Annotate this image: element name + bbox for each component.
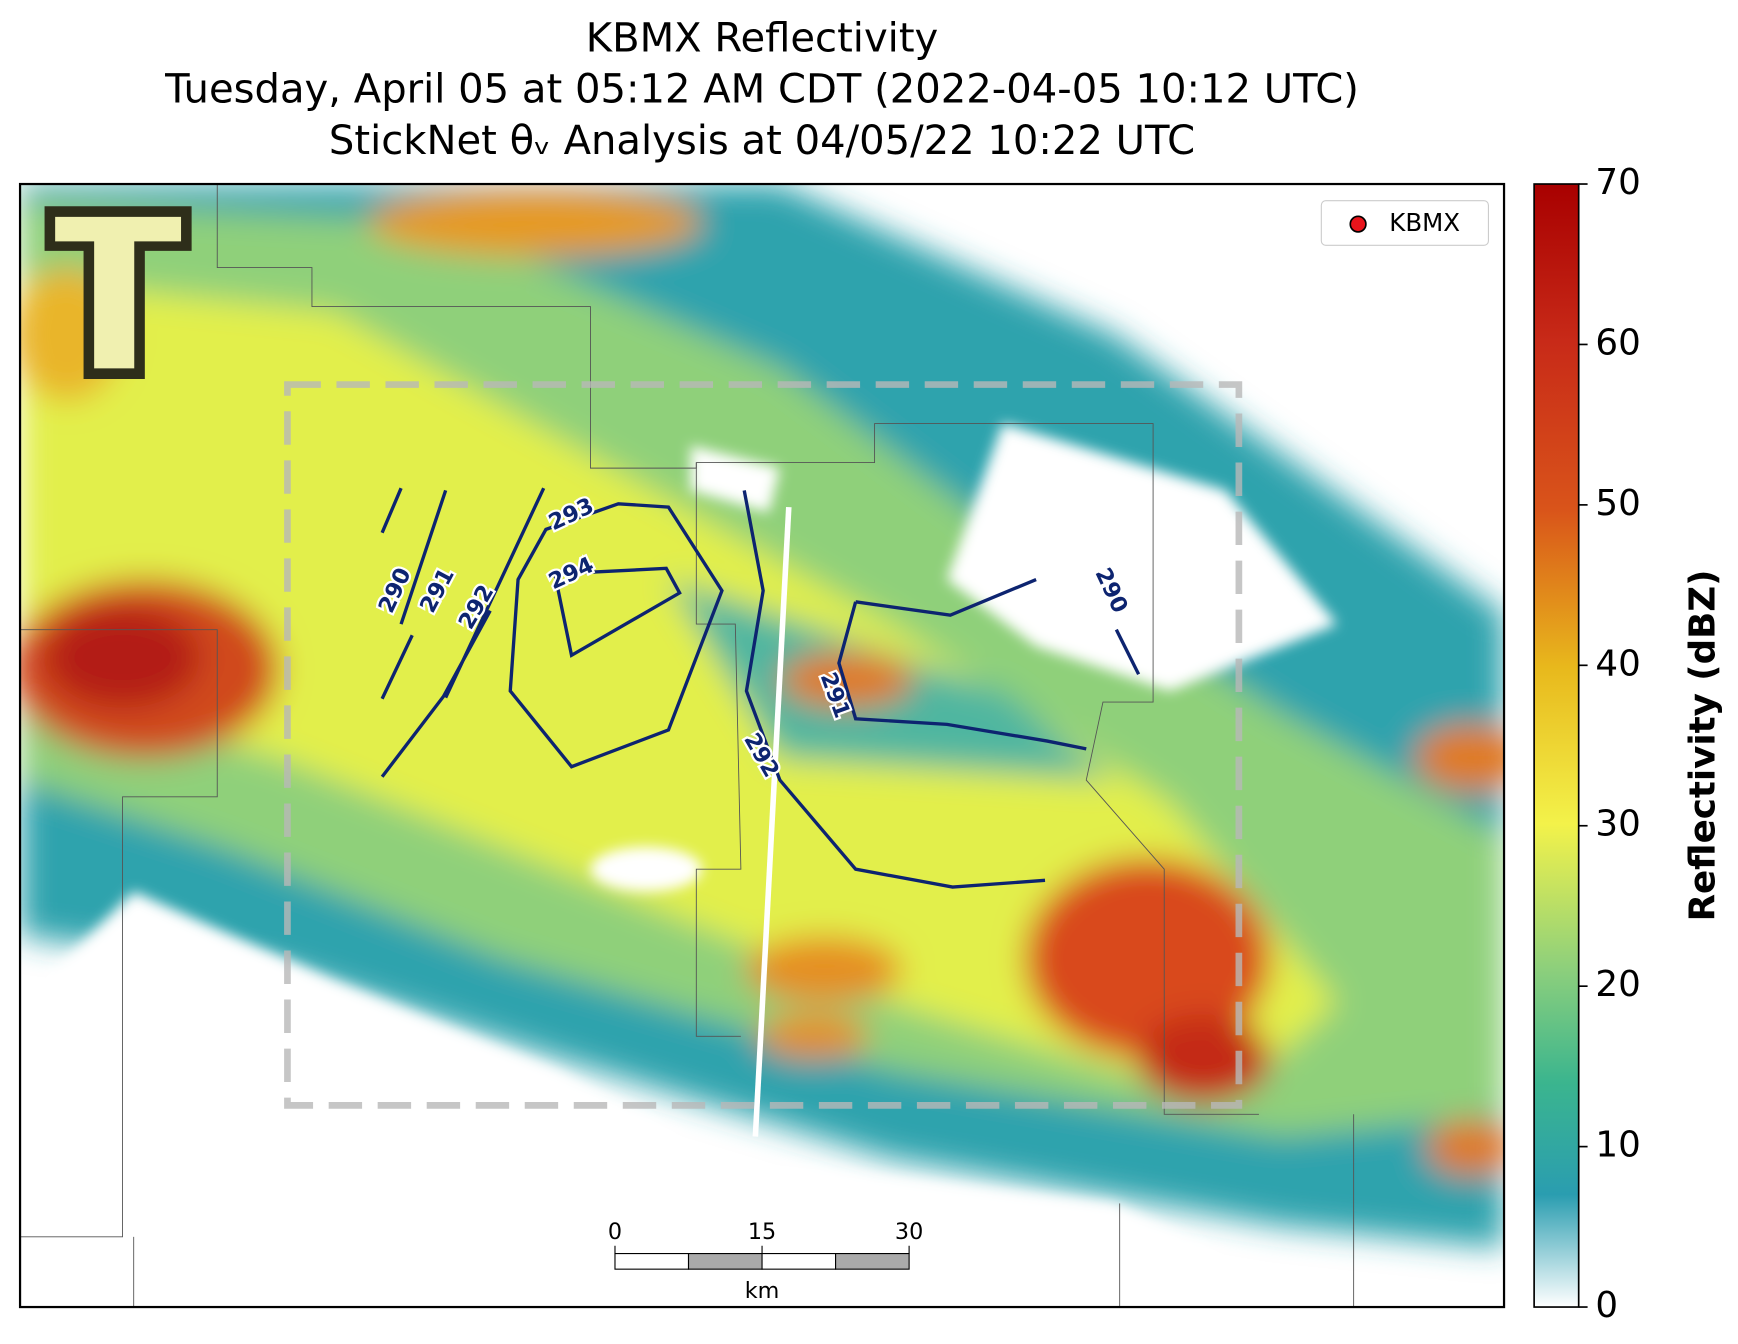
colorbar-tick-label: 50	[1595, 483, 1640, 524]
reflectivity-field	[20, 184, 1505, 1248]
title: KBMX Reflectivity	[586, 15, 938, 61]
colorbar	[1533, 183, 1580, 1308]
colorbar-tick-label: 20	[1595, 964, 1640, 1005]
scalebar-tick-label: 0	[608, 1219, 622, 1245]
colorbar-tick-label: 0	[1595, 1285, 1618, 1326]
map-frame	[18, 182, 1506, 1309]
colorbar-tick-label: 40	[1595, 643, 1640, 684]
colorbar-tick-label: 60	[1595, 322, 1640, 363]
county-borders	[20, 184, 1355, 1308]
analysis-title: StickNet θᵥ Analysis at 04/05/22 10:22 U…	[329, 118, 1195, 164]
logo	[44, 206, 192, 379]
scalebar: 0 15 30 km	[608, 1219, 923, 1304]
legend-marker	[1349, 215, 1367, 233]
subtitle: Tuesday, April 05 at 05:12 AM CDT (2022-…	[164, 67, 1359, 113]
colorbar-tick-label: 10	[1595, 1125, 1640, 1166]
legend: KBMX	[1320, 200, 1489, 246]
radar-map: 290 291 292 293 294 292 291 290 0 15 30 km…	[20, 184, 1505, 1308]
scalebar-unit: km	[745, 1278, 780, 1304]
legend-label: KBMX	[1389, 208, 1460, 237]
scalebar-tick-label: 30	[895, 1219, 923, 1245]
scalebar-tick-label: 15	[748, 1219, 776, 1245]
colorbar-label: Reflectivity (dBZ)	[1683, 570, 1724, 922]
colorbar-tick-label: 30	[1595, 804, 1640, 845]
radar-beam	[752, 506, 792, 1137]
colorbar-tick-label: 70	[1595, 162, 1640, 203]
theta-contours	[380, 487, 1141, 889]
